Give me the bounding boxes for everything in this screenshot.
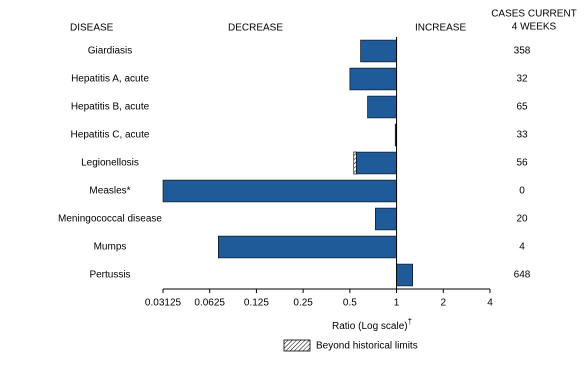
cases-label: 20 xyxy=(516,214,528,225)
category-label: Hepatitis A, acute xyxy=(71,74,149,85)
bar xyxy=(367,95,397,119)
cases-label: 4 xyxy=(519,242,525,253)
beyond-limit xyxy=(353,151,357,175)
header-disease: DISEASE xyxy=(70,23,114,34)
cases-label: 358 xyxy=(514,46,531,57)
header-cases: CASES CURRENT xyxy=(491,9,577,20)
header-cases: 4 WEEKS xyxy=(512,22,557,33)
legend-swatch xyxy=(283,339,311,352)
bar xyxy=(396,263,413,287)
x-axis-label-mark: † xyxy=(408,317,412,326)
category-label: Hepatitis C, acute xyxy=(71,130,150,141)
legend-label: Beyond historical limits xyxy=(316,341,418,352)
x-tick-label: 0.25 xyxy=(293,298,313,309)
x-tick-label: 0.0625 xyxy=(194,298,225,309)
category-label: Meningococcal disease xyxy=(58,214,162,225)
category-label: Measles* xyxy=(89,186,130,197)
category-label: Mumps xyxy=(94,242,127,253)
x-tick-label: 0.5 xyxy=(343,298,357,309)
x-tick-label: 0.125 xyxy=(244,298,269,309)
x-axis-label: Ratio (Log scale)† xyxy=(332,317,412,332)
category-label: Giardiasis xyxy=(88,46,132,57)
bar xyxy=(218,235,397,259)
header-decrease: DECREASE xyxy=(228,23,283,34)
x-tick-label: 2 xyxy=(441,298,447,309)
cases-label: 56 xyxy=(516,158,528,169)
x-tick-label: 4 xyxy=(487,298,493,309)
x-tick-label: 1 xyxy=(394,298,400,309)
header-increase: INCREASE xyxy=(415,23,466,34)
x-tick-label: 0.03125 xyxy=(145,298,182,309)
category-label: Pertussis xyxy=(89,270,130,281)
x-axis-label-text: Ratio (Log scale) xyxy=(332,321,408,332)
bar xyxy=(353,151,397,175)
bar xyxy=(349,67,397,91)
cases-label: 0 xyxy=(519,186,525,197)
bar xyxy=(162,179,397,203)
cases-label: 32 xyxy=(516,74,528,85)
cases-label: 648 xyxy=(514,270,531,281)
bar xyxy=(360,39,397,63)
cases-label: 33 xyxy=(516,130,528,141)
bar xyxy=(375,207,397,231)
category-label: Legionellosis xyxy=(81,158,139,169)
cases-label: 65 xyxy=(516,102,528,113)
category-label: Hepatitis B, acute xyxy=(71,102,150,113)
